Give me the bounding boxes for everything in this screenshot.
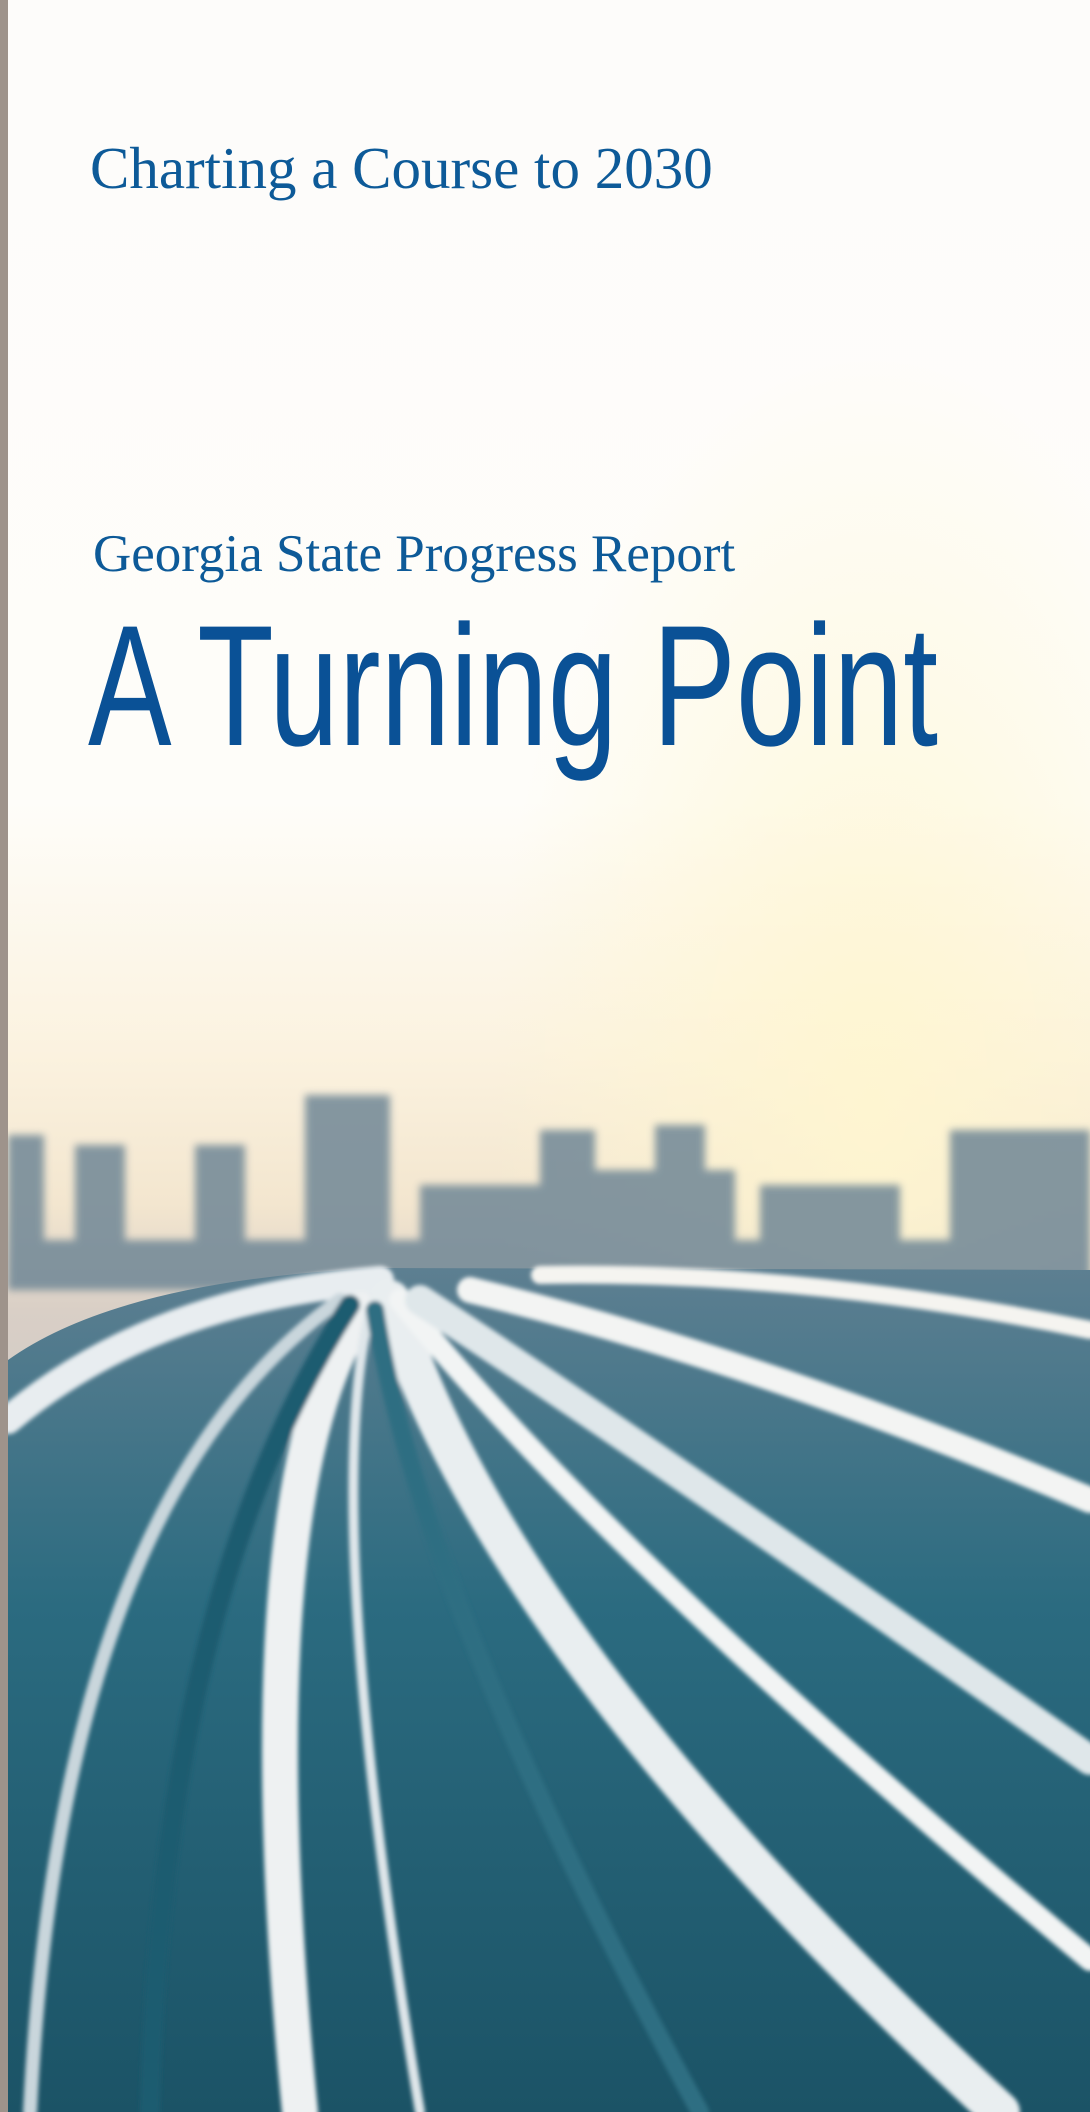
cover: Charting a Course to 2030 Georgia State … (0, 0, 1090, 2112)
title: A Turning Point (88, 590, 938, 782)
page: Charting a Course to 2030 Georgia State … (0, 0, 1090, 2112)
spine-edge (0, 0, 8, 2112)
tagline: Charting a Course to 2030 (90, 135, 713, 201)
subtitle: Georgia State Progress Report (93, 525, 736, 583)
